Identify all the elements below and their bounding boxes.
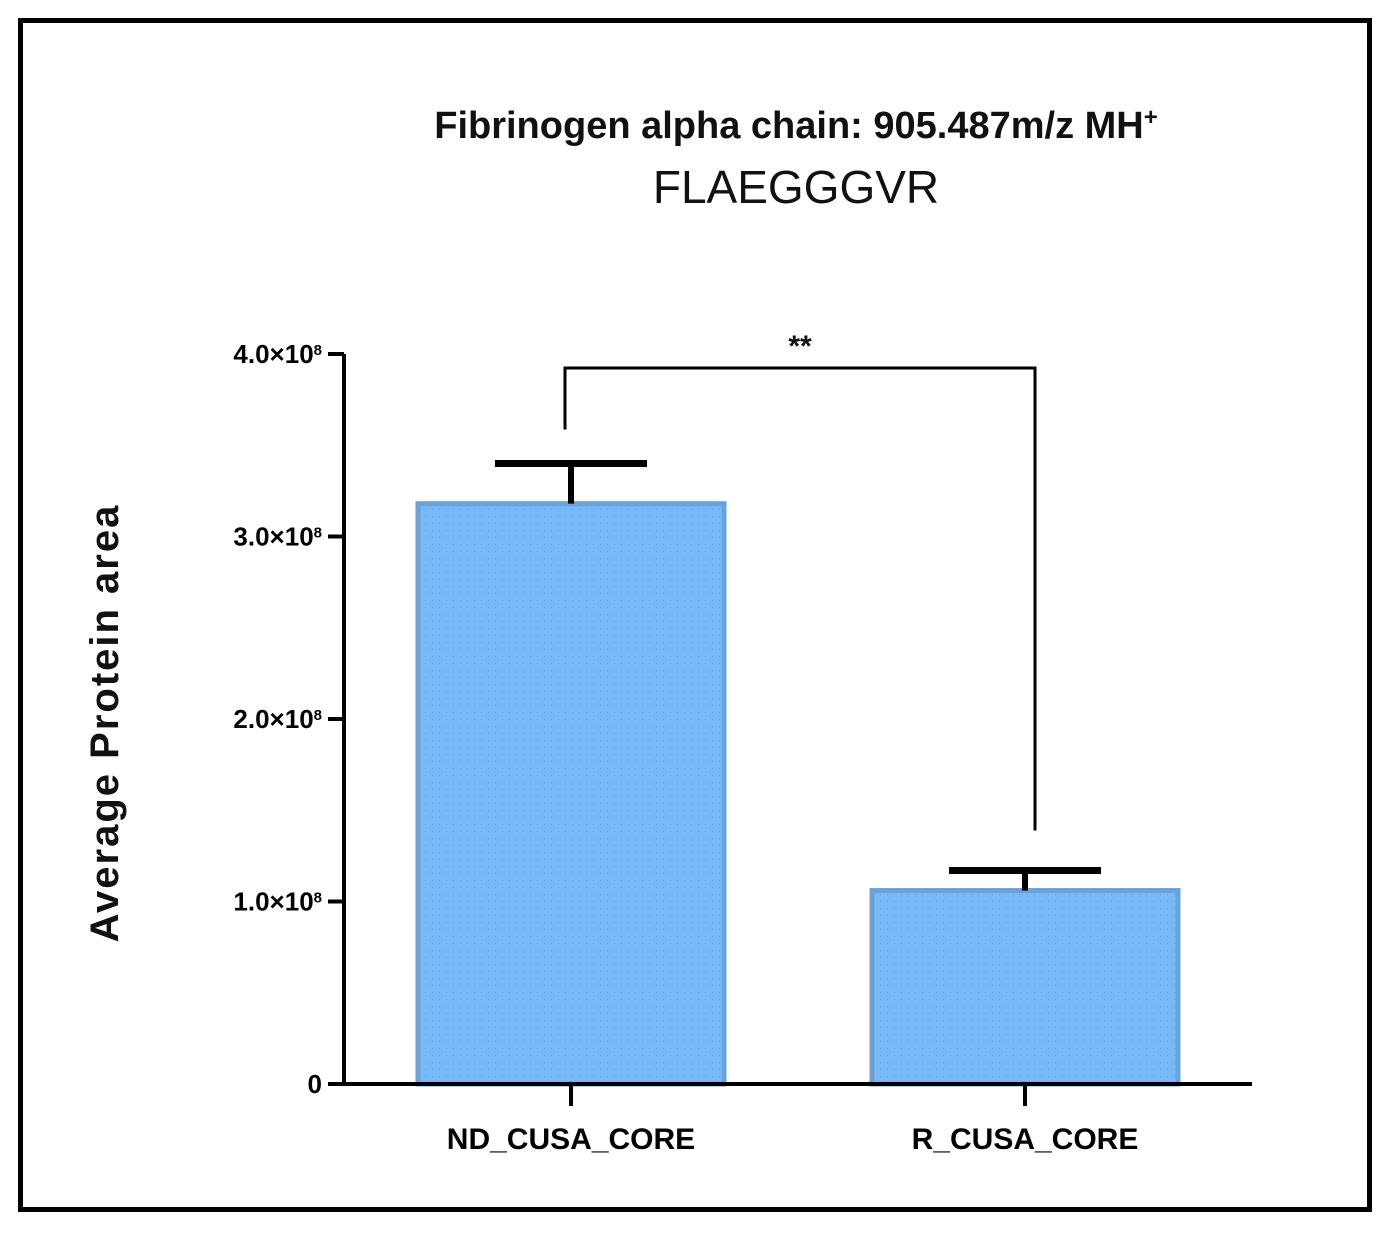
bar (415, 501, 727, 1087)
significance-bracket (563, 366, 1037, 831)
significance-label: ** (788, 330, 812, 363)
y-tick-label: 0 (308, 1069, 322, 1099)
y-axis-label: Average Protein area (83, 504, 127, 943)
y-tick-label: 2.0×108 (233, 704, 322, 734)
chart-title-superscript: + (1144, 104, 1158, 131)
y-tick-label: 4.0×108 (233, 339, 322, 369)
bar (869, 888, 1181, 1087)
chart-subtitle: FLAEGGGVR (653, 161, 939, 213)
chart-title: Fibrinogen alpha chain: 905.487m/z MH+ (434, 104, 1158, 148)
bar-chart: Fibrinogen alpha chain: 905.487m/z MH+ F… (83, 104, 1252, 1156)
chart-marks: 0 1.0×108 2.0×108 3.0×108 4.0×108 ND_CUSA_COR… (233, 330, 1252, 1156)
y-tick-label: 1.0×108 (233, 887, 322, 917)
chart-title-main: Fibrinogen alpha chain: 905.487m/z MH (434, 105, 1144, 147)
x-tick-label: R_CUSA_CORE (912, 1123, 1139, 1156)
figure-frame: Fibrinogen alpha chain: 905.487m/z MH+ F… (18, 18, 1372, 1212)
y-tick-label: 3.0×108 (233, 522, 322, 552)
x-tick-label: ND_CUSA_CORE (447, 1123, 695, 1156)
